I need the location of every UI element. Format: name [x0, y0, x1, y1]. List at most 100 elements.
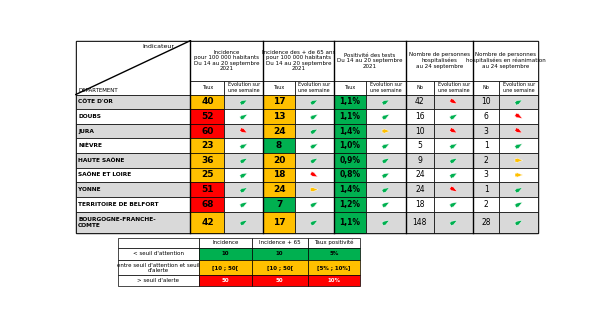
- Polygon shape: [310, 220, 317, 226]
- Text: 5%: 5%: [329, 251, 338, 256]
- Text: 1,1%: 1,1%: [340, 97, 361, 106]
- Bar: [76, 95, 190, 109]
- Text: 17: 17: [273, 218, 286, 227]
- Polygon shape: [310, 115, 317, 120]
- Bar: [190, 124, 224, 138]
- Polygon shape: [449, 202, 457, 208]
- Text: 1,2%: 1,2%: [340, 200, 361, 209]
- Bar: [295, 182, 334, 197]
- Text: Positivité des tests
Du 14 au 20 septembre
2021: Positivité des tests Du 14 au 20 septemb…: [337, 53, 403, 68]
- Bar: [263, 138, 295, 153]
- Bar: [190, 109, 224, 124]
- Bar: [406, 197, 434, 211]
- Bar: [499, 124, 538, 138]
- Bar: [308, 276, 360, 286]
- Bar: [252, 260, 308, 276]
- Text: 1,1%: 1,1%: [340, 112, 361, 121]
- Text: 1: 1: [484, 141, 488, 150]
- Polygon shape: [239, 115, 247, 120]
- Bar: [406, 211, 434, 233]
- Text: entre seuil d'attention et seuil
d'alerte: entre seuil d'attention et seuil d'alert…: [117, 263, 200, 273]
- Text: 42: 42: [415, 97, 425, 106]
- Text: 3: 3: [484, 126, 489, 135]
- Bar: [499, 109, 538, 124]
- Polygon shape: [239, 158, 247, 164]
- Bar: [334, 138, 367, 153]
- Text: DEPARTEMENT: DEPARTEMENT: [78, 88, 118, 93]
- Bar: [295, 168, 334, 182]
- Bar: [334, 211, 367, 233]
- Bar: [224, 95, 263, 109]
- Bar: [76, 153, 190, 168]
- Text: TERRITOIRE DE BELFORT: TERRITOIRE DE BELFORT: [78, 202, 158, 207]
- Polygon shape: [515, 127, 522, 133]
- Bar: [367, 81, 406, 95]
- Text: 10: 10: [482, 97, 491, 106]
- Bar: [473, 211, 499, 233]
- Polygon shape: [239, 188, 247, 193]
- Text: 60: 60: [201, 126, 214, 135]
- Text: [5% ; 10%]: [5% ; 10%]: [317, 265, 350, 270]
- Bar: [118, 238, 199, 248]
- Bar: [118, 260, 199, 276]
- Text: JURA: JURA: [78, 128, 94, 133]
- Bar: [473, 197, 499, 211]
- Text: Indicateur: Indicateur: [142, 44, 175, 49]
- Bar: [499, 211, 538, 233]
- Polygon shape: [310, 144, 317, 149]
- Polygon shape: [310, 100, 317, 105]
- Bar: [367, 124, 406, 138]
- Polygon shape: [515, 173, 523, 177]
- Bar: [434, 153, 473, 168]
- Bar: [76, 109, 190, 124]
- Bar: [308, 260, 360, 276]
- Bar: [434, 81, 473, 95]
- Bar: [499, 95, 538, 109]
- Text: 1: 1: [484, 185, 488, 194]
- Polygon shape: [449, 98, 457, 104]
- Bar: [334, 197, 367, 211]
- Bar: [406, 41, 473, 81]
- Text: 2: 2: [484, 200, 488, 209]
- Polygon shape: [515, 220, 522, 226]
- Text: 18: 18: [273, 170, 286, 180]
- Bar: [367, 109, 406, 124]
- Bar: [252, 276, 308, 286]
- Polygon shape: [515, 113, 522, 119]
- Polygon shape: [382, 100, 389, 105]
- Bar: [190, 81, 224, 95]
- Text: Incidence + 65: Incidence + 65: [259, 240, 301, 245]
- Bar: [190, 95, 224, 109]
- Text: Taux: Taux: [344, 85, 356, 90]
- Text: DOUBS: DOUBS: [78, 114, 101, 119]
- Text: 7: 7: [276, 200, 282, 209]
- Bar: [199, 238, 252, 248]
- Polygon shape: [239, 173, 247, 178]
- Text: 51: 51: [201, 185, 214, 194]
- Polygon shape: [310, 202, 317, 208]
- Text: Evolution sur
une semaine: Evolution sur une semaine: [370, 82, 402, 93]
- Polygon shape: [515, 188, 522, 193]
- Text: > seuil d'alerte: > seuil d'alerte: [137, 278, 179, 283]
- Polygon shape: [239, 100, 247, 105]
- Text: 52: 52: [201, 112, 214, 121]
- Bar: [499, 153, 538, 168]
- Bar: [76, 41, 538, 233]
- Polygon shape: [382, 202, 389, 208]
- Bar: [76, 197, 190, 211]
- Text: 23: 23: [201, 141, 214, 150]
- Bar: [308, 238, 360, 248]
- Bar: [367, 168, 406, 182]
- Bar: [406, 95, 434, 109]
- Bar: [224, 182, 263, 197]
- Text: SAÔNE ET LOIRE: SAÔNE ET LOIRE: [78, 173, 131, 178]
- Text: 148: 148: [413, 218, 427, 227]
- Text: YONNE: YONNE: [78, 187, 101, 192]
- Text: Taux: Taux: [274, 85, 285, 90]
- Bar: [76, 41, 190, 95]
- Bar: [190, 138, 224, 153]
- Bar: [295, 211, 334, 233]
- Bar: [367, 182, 406, 197]
- Text: 68: 68: [201, 200, 214, 209]
- Text: 1,1%: 1,1%: [340, 218, 361, 227]
